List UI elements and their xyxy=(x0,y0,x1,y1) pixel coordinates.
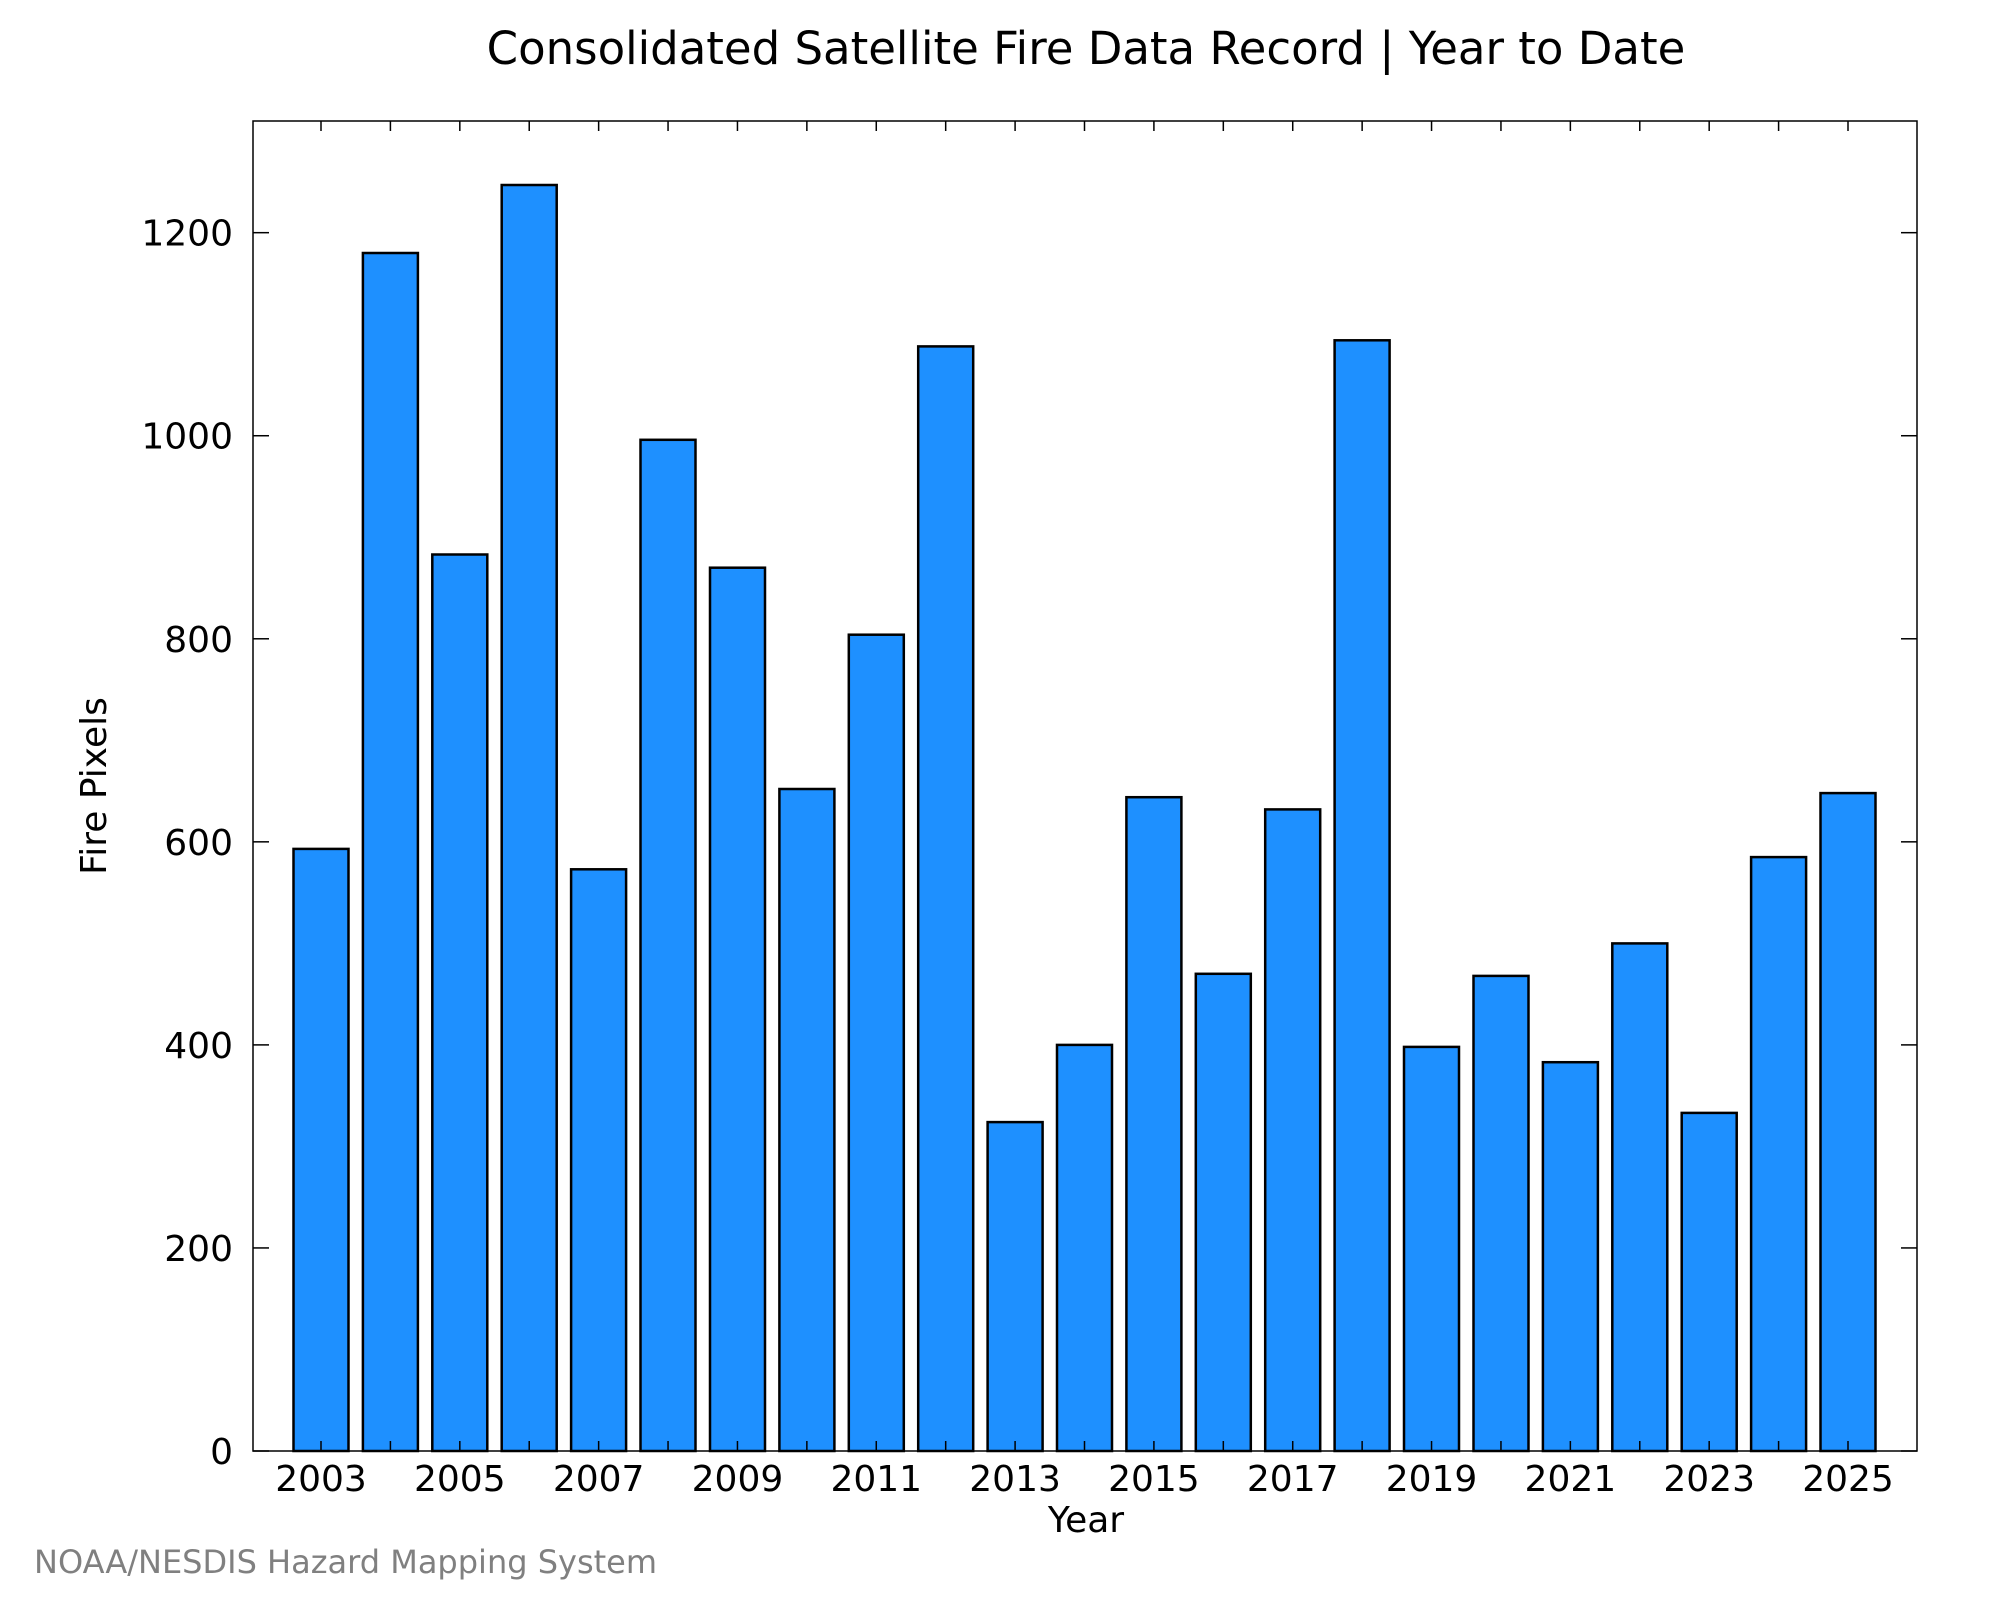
bar-2024 xyxy=(1749,855,1808,1453)
bar-2012 xyxy=(916,345,975,1453)
x-tick-label-2003: 2003 xyxy=(275,1459,367,1500)
x-tick-label-2017: 2017 xyxy=(1247,1459,1339,1500)
x-tick-label-2007: 2007 xyxy=(553,1459,645,1500)
x-tick-label-2021: 2021 xyxy=(1525,1459,1617,1500)
bar-2019 xyxy=(1402,1045,1461,1453)
y-tick-label-800: 800 xyxy=(164,620,233,661)
chart-title: Consolidated Satellite Fire Data Record … xyxy=(487,22,1686,75)
bar-2011 xyxy=(847,633,906,1453)
y-tick-label-1200: 1200 xyxy=(141,214,233,255)
y-tick-label-0: 0 xyxy=(210,1432,233,1473)
bar-2008 xyxy=(639,438,697,1453)
bar-2007 xyxy=(569,868,628,1453)
bar-2022 xyxy=(1611,942,1669,1453)
bar-2009 xyxy=(708,566,767,1453)
x-axis-label: Year xyxy=(1047,1500,1124,1541)
y-axis-label: Fire Pixels xyxy=(74,697,115,875)
bar-2005 xyxy=(431,553,489,1453)
bar-2021 xyxy=(1541,1060,1600,1453)
bar-2020 xyxy=(1472,974,1530,1453)
bar-2018 xyxy=(1333,339,1391,1453)
y-tick-label-400: 400 xyxy=(164,1026,233,1067)
bar-2013 xyxy=(986,1120,1044,1453)
x-axis: 2003 2005 2007 2009 2011 2013 2015 2017 2019 2021… xyxy=(275,121,1894,1500)
bar-2004 xyxy=(361,251,420,1453)
bar-group xyxy=(292,183,1877,1453)
bar-2006 xyxy=(500,183,558,1453)
credit-text: NOAA/NESDIS Hazard Mapping System xyxy=(34,1543,657,1581)
bar-2025 xyxy=(1819,791,1877,1453)
x-tick-label-2015: 2015 xyxy=(1108,1459,1200,1500)
x-tick-label-2005: 2005 xyxy=(414,1459,506,1500)
bar-2014 xyxy=(1055,1043,1114,1453)
x-tick-label-2019: 2019 xyxy=(1386,1459,1478,1500)
x-tick-label-2013: 2013 xyxy=(969,1459,1061,1500)
bar-2003 xyxy=(292,847,350,1453)
y-tick-label-1000: 1000 xyxy=(141,417,233,458)
bar-2023 xyxy=(1680,1111,1738,1453)
x-tick-label-2023: 2023 xyxy=(1663,1459,1755,1500)
y-axis: 0 200 400 600 800 1000 1200 xyxy=(141,214,1917,1473)
x-tick-label-2009: 2009 xyxy=(692,1459,784,1500)
bar-2010 xyxy=(778,787,836,1453)
y-tick-label-600: 600 xyxy=(164,823,233,864)
bar-2017 xyxy=(1263,808,1322,1453)
bar-2016 xyxy=(1194,972,1253,1453)
x-tick-label-2011: 2011 xyxy=(830,1459,922,1500)
bar-2015 xyxy=(1125,795,1183,1453)
y-tick-label-200: 200 xyxy=(164,1229,233,1270)
x-tick-label-2025: 2025 xyxy=(1802,1459,1894,1500)
